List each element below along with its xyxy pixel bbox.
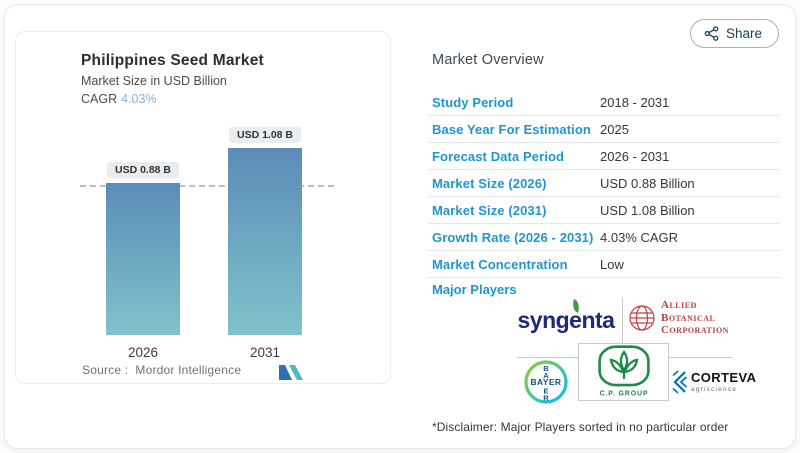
cp-group-logo: C.P. GROUP xyxy=(596,345,652,399)
row-label: Forecast Data Period xyxy=(432,148,565,164)
chart-panel: Philippines Seed Market Market Size in U… xyxy=(15,31,391,384)
x-axis-label-2031: 2031 xyxy=(249,345,281,360)
table-row: Growth Rate (2026 - 2031) 4.03% CAGR xyxy=(428,224,780,251)
chart-subtitle: Market Size in USD Billion xyxy=(81,74,227,88)
row-value: 2018 - 2031 xyxy=(600,94,670,110)
row-label: Market Concentration xyxy=(432,256,568,272)
grid-divider xyxy=(517,357,578,358)
market-overview-panel: Market Overview Study Period 2018 - 2031… xyxy=(428,45,780,445)
row-value: Low xyxy=(600,256,624,272)
row-label: Market Size (2031) xyxy=(432,202,547,218)
bar-group-2031: USD 1.08 B xyxy=(228,127,302,335)
corteva-logo: CORTEVA agriscience xyxy=(671,364,757,400)
row-value: 2026 - 2031 xyxy=(600,148,670,164)
allied-globe-icon xyxy=(628,304,656,332)
major-players-label: Major Players xyxy=(432,282,517,297)
source-attribution: Source : Mordor Intelligence xyxy=(82,363,241,377)
row-value: 2025 xyxy=(600,121,629,137)
row-label: Growth Rate (2026 - 2031) xyxy=(432,229,594,245)
source-label: Source : xyxy=(82,363,129,377)
syngenta-wordmark: syngenta xyxy=(517,306,615,333)
allied-line-2: Botanical xyxy=(661,311,716,324)
grid-divider xyxy=(622,298,623,343)
table-row: Market Concentration Low xyxy=(428,251,780,278)
svg-text:A: A xyxy=(543,371,549,380)
overview-table: Study Period 2018 - 2031 Base Year For E… xyxy=(428,89,780,278)
syngenta-logo: syngenta xyxy=(514,296,618,344)
corteva-subtext: agriscience xyxy=(691,386,738,393)
overview-heading: Market Overview xyxy=(432,52,544,68)
dashed-target-line xyxy=(80,185,334,187)
row-value: USD 1.08 Billion xyxy=(600,202,695,218)
major-players-section: Major Players syngenta xyxy=(428,278,780,418)
allied-line-3: Corporation xyxy=(661,324,729,337)
grid-divider xyxy=(669,357,732,358)
row-value: 4.03% CAGR xyxy=(600,229,679,245)
bar-value-label-2026: USD 0.88 B xyxy=(106,162,180,178)
bar-group-2026: USD 0.88 B xyxy=(106,162,180,335)
cagr-label: CAGR xyxy=(81,92,118,106)
row-label: Market Size (2026) xyxy=(432,175,547,191)
table-row: Market Size (2031) USD 1.08 Billion xyxy=(428,197,780,224)
svg-text:R: R xyxy=(543,394,549,403)
bayer-word-horizontal: BAYER xyxy=(531,377,562,387)
bar-value-label-2031: USD 1.08 B xyxy=(228,127,302,143)
table-row: Study Period 2018 - 2031 xyxy=(428,89,780,116)
allied-line-1: Allied xyxy=(661,299,697,312)
row-label: Study Period xyxy=(432,94,514,110)
corteva-wordmark: CORTEVA xyxy=(691,370,757,385)
chart-cagr: CAGR 4.03% xyxy=(81,92,157,106)
bar-2031[interactable] xyxy=(228,148,302,335)
row-value: USD 0.88 Billion xyxy=(600,175,695,191)
cagr-value: 4.03% xyxy=(121,92,157,106)
share-icon xyxy=(704,26,719,41)
cp-group-cell: C.P. GROUP xyxy=(578,343,669,401)
cp-group-wordmark: C.P. GROUP xyxy=(599,391,648,398)
mordor-intelligence-logo-icon xyxy=(279,363,304,386)
disclaimer-text: *Disclaimer: Major Players sorted in no … xyxy=(432,420,729,434)
svg-text:E: E xyxy=(543,387,548,396)
allied-botanical-logo: Allied Botanical Corporation xyxy=(628,292,754,344)
row-label: Base Year For Estimation xyxy=(432,121,591,137)
chart-title: Philippines Seed Market xyxy=(81,52,264,69)
table-row: Market Size (2026) USD 0.88 Billion xyxy=(428,170,780,197)
table-row: Forecast Data Period 2026 - 2031 xyxy=(428,143,780,170)
report-card: Philippines Seed Market Market Size in U… xyxy=(4,4,796,449)
share-button-label: Share xyxy=(725,26,762,41)
share-button[interactable]: Share xyxy=(689,19,779,48)
x-axis-label-2026: 2026 xyxy=(127,345,159,360)
bar-2026[interactable] xyxy=(106,183,180,335)
table-row: Base Year For Estimation 2025 xyxy=(428,116,780,143)
svg-text:B: B xyxy=(543,364,549,373)
corteva-chevron-icon xyxy=(671,370,687,394)
source-name: Mordor Intelligence xyxy=(135,363,242,377)
bayer-logo: BAYER B A E R xyxy=(524,360,568,404)
